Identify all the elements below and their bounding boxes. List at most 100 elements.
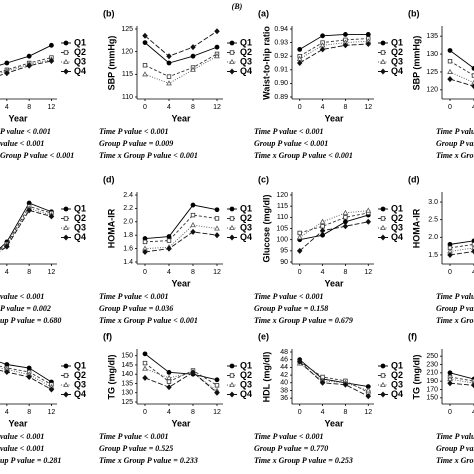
annotation: P value < 0.001 xyxy=(0,127,51,136)
point xyxy=(190,44,196,51)
point xyxy=(214,225,220,231)
y-tick-label: 2.0 xyxy=(123,219,133,226)
y-tick-label: 230 xyxy=(426,361,438,368)
series-line xyxy=(299,40,369,60)
x-tick-label: 12 xyxy=(48,104,56,111)
y-axis-label: Glucose (mg/dl) xyxy=(261,194,271,262)
point xyxy=(142,248,148,255)
legend-label: Q1 xyxy=(240,203,252,213)
series-line xyxy=(0,207,52,251)
point xyxy=(447,48,453,53)
point xyxy=(190,222,196,228)
series-line xyxy=(299,221,369,252)
x-tick-label: 4 xyxy=(472,269,474,276)
series-line xyxy=(144,214,218,243)
x-tick-label: 8 xyxy=(343,104,347,111)
series-line xyxy=(144,362,218,386)
y-tick-label: 210 xyxy=(426,370,438,377)
point xyxy=(319,227,326,234)
panel: 1.52.02.53.004812HOMA-IR(d)Q1Q2Q3Q4Time … xyxy=(408,174,474,325)
legend-marker xyxy=(229,391,235,398)
point xyxy=(142,71,148,77)
legend-marker xyxy=(380,40,386,46)
point xyxy=(190,202,196,208)
panel-label: (b) xyxy=(103,8,115,18)
y-tick-label: 2.4 xyxy=(123,192,133,199)
x-axis-label: Year xyxy=(324,418,344,428)
x-tick-label: 12 xyxy=(213,269,221,276)
annotation: value < 0.001 xyxy=(0,432,44,441)
legend-label: Q2 xyxy=(74,213,86,223)
legend-label: Q4 xyxy=(240,389,252,399)
point xyxy=(342,209,349,215)
legend-marker xyxy=(380,373,386,378)
point xyxy=(142,63,148,68)
x-tick-label: 12 xyxy=(364,104,372,111)
point xyxy=(4,369,10,375)
x-tick-label: 12 xyxy=(364,269,372,276)
x-tick-label: 0 xyxy=(448,104,452,111)
y-tick-label: 130 xyxy=(121,390,133,397)
point xyxy=(320,224,325,229)
point xyxy=(190,228,196,235)
annotation: Time x Group P value < 0.001 xyxy=(99,151,198,160)
y-tick-label: 0.90 xyxy=(274,80,288,87)
series-line xyxy=(299,361,369,393)
x-tick-label: 4 xyxy=(472,409,474,416)
legend-label: Q1 xyxy=(240,37,252,47)
series-line xyxy=(0,370,52,390)
annotation: value < 0.001 xyxy=(0,139,44,148)
x-tick-label: 12 xyxy=(213,409,221,416)
x-tick-label: 12 xyxy=(364,409,372,416)
point xyxy=(296,60,303,66)
x-tick-label: 0 xyxy=(143,269,147,276)
legend-label: Q4 xyxy=(74,66,86,76)
point xyxy=(214,53,220,59)
x-tick-label: 4 xyxy=(167,104,171,111)
legend-marker xyxy=(380,50,386,55)
point xyxy=(342,42,349,49)
x-axis-label: Year xyxy=(171,278,191,288)
annotation: Time P value < 0.001 xyxy=(254,292,324,301)
series-line xyxy=(0,367,52,388)
series-line xyxy=(144,224,218,250)
series-line xyxy=(0,209,52,252)
legend-marker xyxy=(380,381,386,387)
x-tick-label: 8 xyxy=(27,269,31,276)
legend-marker xyxy=(229,381,235,387)
y-tick-label: 170 xyxy=(426,386,438,393)
annotation: Group P value = 0.158 xyxy=(254,304,328,313)
point xyxy=(343,219,348,225)
series-line xyxy=(0,202,52,249)
y-tick-label: 125 xyxy=(121,26,133,33)
y-tick-label: 110 xyxy=(277,214,288,221)
point xyxy=(296,247,303,254)
point xyxy=(166,245,172,252)
point xyxy=(319,379,326,386)
annotation: Time P value xyxy=(436,432,474,441)
point xyxy=(26,53,32,59)
point xyxy=(190,66,196,72)
point xyxy=(142,365,148,371)
legend-marker xyxy=(63,373,69,378)
x-tick-label: 0 xyxy=(298,269,302,276)
annotation: Group P value = 0.036 xyxy=(99,304,173,313)
point xyxy=(365,393,372,400)
annotation: Time P value < 0.001 xyxy=(254,432,324,441)
point xyxy=(296,358,303,365)
legend-label: Q1 xyxy=(74,37,86,47)
legend-marker xyxy=(229,68,235,75)
point xyxy=(48,386,55,393)
legend-marker xyxy=(63,391,69,398)
y-tick-label: 44 xyxy=(280,364,288,371)
legend-marker xyxy=(63,68,69,75)
legend-marker xyxy=(63,224,69,230)
x-tick-label: 8 xyxy=(27,409,31,416)
series-line xyxy=(0,60,52,76)
point xyxy=(342,223,349,230)
y-tick-label: 190 xyxy=(426,378,438,385)
legend-marker xyxy=(63,206,69,212)
point xyxy=(4,70,10,77)
